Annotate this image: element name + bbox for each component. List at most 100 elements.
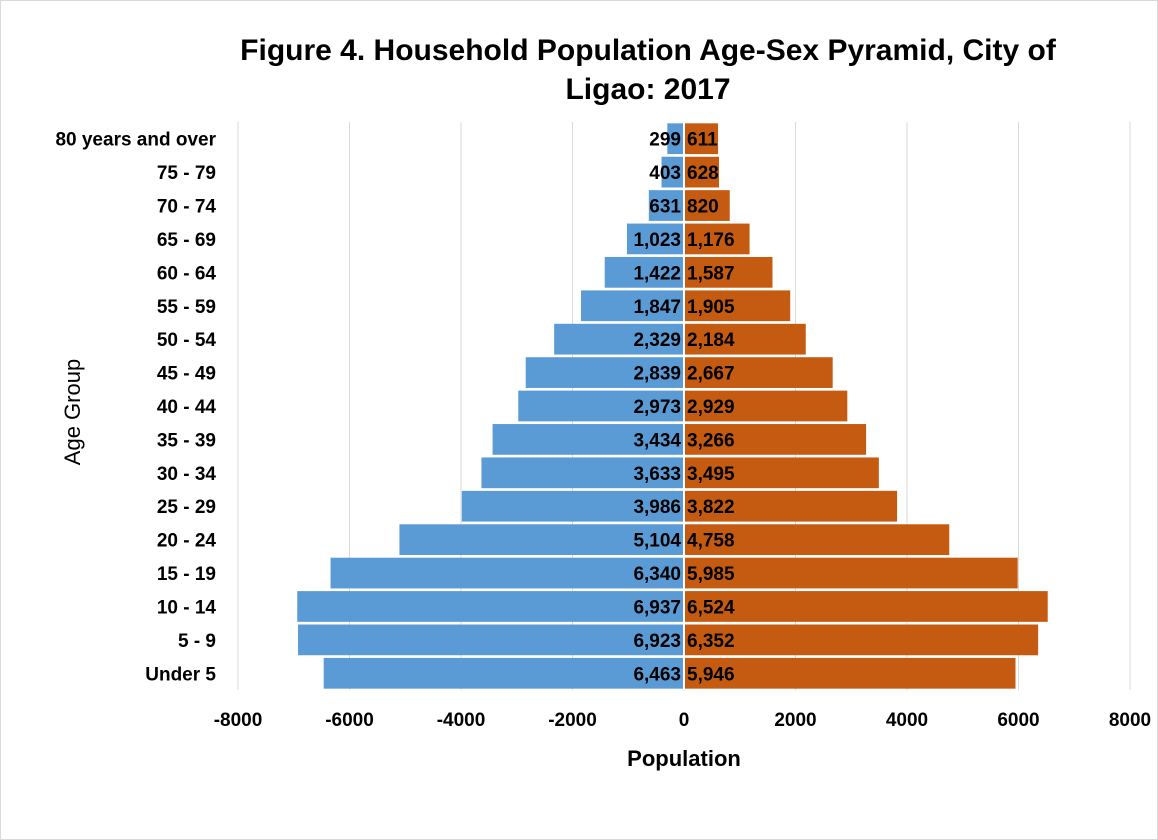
data-label: 628 bbox=[687, 163, 719, 184]
chart-title-line-1: Figure 4. Household Population Age-Sex P… bbox=[240, 34, 1057, 67]
data-label: 6,463 bbox=[633, 664, 681, 685]
category-label: 80 years and over bbox=[55, 130, 216, 151]
category-label: 15 - 19 bbox=[157, 564, 216, 585]
x-tick-label: -4000 bbox=[437, 710, 486, 731]
data-label: 611 bbox=[687, 130, 718, 151]
bar-positive-series bbox=[684, 223, 750, 255]
data-label: 3,266 bbox=[687, 430, 735, 451]
x-tick-label: 2000 bbox=[774, 710, 816, 731]
data-label: 1,847 bbox=[633, 297, 681, 318]
category-label: 50 - 54 bbox=[157, 330, 217, 351]
category-label: 75 - 79 bbox=[157, 163, 216, 184]
bar-negative-series bbox=[554, 323, 684, 355]
bar-negative-series bbox=[461, 490, 684, 522]
x-tick-label: -8000 bbox=[214, 710, 263, 731]
data-label: 403 bbox=[649, 163, 681, 184]
data-label: 2,973 bbox=[633, 397, 681, 418]
bar-positive-series bbox=[684, 156, 720, 188]
data-label: 1,905 bbox=[687, 297, 735, 318]
category-labels: 80 years and over 75 - 79 70 - 74 65 - 69 60… bbox=[55, 130, 216, 686]
bar-negative-series bbox=[667, 123, 684, 155]
data-label: 4,758 bbox=[687, 531, 735, 552]
category-label: 45 - 49 bbox=[157, 364, 216, 385]
category-label: 60 - 64 bbox=[157, 263, 217, 284]
category-label: 35 - 39 bbox=[157, 430, 216, 451]
bar-positive-series bbox=[684, 290, 791, 322]
bar-positive-series bbox=[684, 190, 730, 221]
y-axis-title: Age Group bbox=[60, 359, 85, 465]
bar-positive-series bbox=[684, 490, 898, 522]
x-tick-label: -6000 bbox=[325, 710, 374, 731]
chart-title-line-2: Ligao: 2017 bbox=[565, 73, 730, 106]
bar-negative-series bbox=[518, 390, 684, 422]
bar-positive-series bbox=[684, 624, 1039, 656]
category-label: 65 - 69 bbox=[157, 230, 216, 251]
bar-negative-series bbox=[330, 557, 684, 589]
bar-negative-series bbox=[648, 190, 684, 221]
data-label: 1,422 bbox=[633, 263, 681, 284]
category-label: 30 - 34 bbox=[157, 464, 217, 485]
data-label: 5,985 bbox=[687, 564, 735, 585]
bar-negative-series bbox=[581, 290, 684, 322]
category-label: 25 - 29 bbox=[157, 497, 216, 518]
bar-positive-series bbox=[684, 457, 879, 489]
data-label: 299 bbox=[649, 130, 681, 151]
data-label: 3,822 bbox=[687, 497, 735, 518]
data-label: 2,839 bbox=[633, 364, 681, 385]
category-label: 55 - 59 bbox=[157, 297, 216, 318]
data-label: 5,946 bbox=[687, 664, 735, 685]
bar-positive-series bbox=[684, 123, 719, 155]
bar-negative-series bbox=[525, 357, 684, 388]
bar-negative-series bbox=[661, 156, 684, 188]
category-label: 20 - 24 bbox=[157, 531, 217, 552]
data-label: 2,667 bbox=[687, 364, 735, 385]
category-label: 40 - 44 bbox=[157, 397, 217, 418]
data-label: 6,524 bbox=[687, 597, 735, 618]
data-label: 1,587 bbox=[687, 263, 735, 284]
bars bbox=[297, 122, 1048, 690]
bar-negative-series bbox=[399, 524, 684, 556]
bar-positive-series bbox=[684, 323, 806, 355]
x-tick-label: 6000 bbox=[997, 710, 1039, 731]
bar-positive-series bbox=[684, 424, 867, 455]
x-tick-label: -2000 bbox=[548, 710, 597, 731]
bar-positive-series bbox=[684, 357, 833, 388]
bar-positive-series bbox=[684, 524, 950, 556]
bar-positive-series bbox=[684, 557, 1018, 589]
data-label: 3,986 bbox=[633, 497, 681, 518]
bar-negative-series bbox=[298, 624, 684, 656]
x-tick-label: 8000 bbox=[1109, 710, 1151, 731]
bar-negative-series bbox=[492, 424, 684, 455]
data-label: 631 bbox=[649, 197, 681, 218]
data-label: 3,495 bbox=[687, 464, 735, 485]
data-label: 6,923 bbox=[633, 631, 681, 652]
x-axis-title: Population bbox=[627, 746, 741, 771]
bar-positive-series bbox=[684, 591, 1048, 622]
data-label: 2,329 bbox=[633, 330, 681, 351]
data-label: 820 bbox=[687, 197, 719, 218]
bar-negative-series bbox=[604, 256, 684, 288]
bar-negative-series bbox=[626, 223, 684, 255]
category-label: 5 - 9 bbox=[178, 631, 216, 652]
data-labels: 299 611 403 628 631 820 1,023 1,176 1,422 1,587 1,… bbox=[633, 130, 735, 686]
data-label: 1,023 bbox=[633, 230, 681, 251]
data-label: 6,340 bbox=[633, 564, 681, 585]
data-label: 5,104 bbox=[633, 531, 681, 552]
bar-positive-series bbox=[684, 390, 848, 422]
x-tick-label: 4000 bbox=[886, 710, 928, 731]
category-label: 70 - 74 bbox=[157, 197, 217, 218]
data-label: 3,434 bbox=[633, 430, 681, 451]
data-label: 6,352 bbox=[687, 631, 735, 652]
data-label: 1,176 bbox=[687, 230, 735, 251]
data-label: 2,929 bbox=[687, 397, 735, 418]
bar-positive-series bbox=[684, 657, 1016, 689]
category-label: Under 5 bbox=[145, 664, 216, 685]
x-tick-label: 0 bbox=[679, 710, 690, 731]
data-label: 6,937 bbox=[633, 597, 681, 618]
bar-negative-series bbox=[481, 457, 684, 489]
bar-negative-series bbox=[297, 591, 684, 622]
data-label: 2,184 bbox=[687, 330, 735, 351]
bar-negative-series bbox=[323, 657, 684, 689]
category-label: 10 - 14 bbox=[157, 597, 217, 618]
